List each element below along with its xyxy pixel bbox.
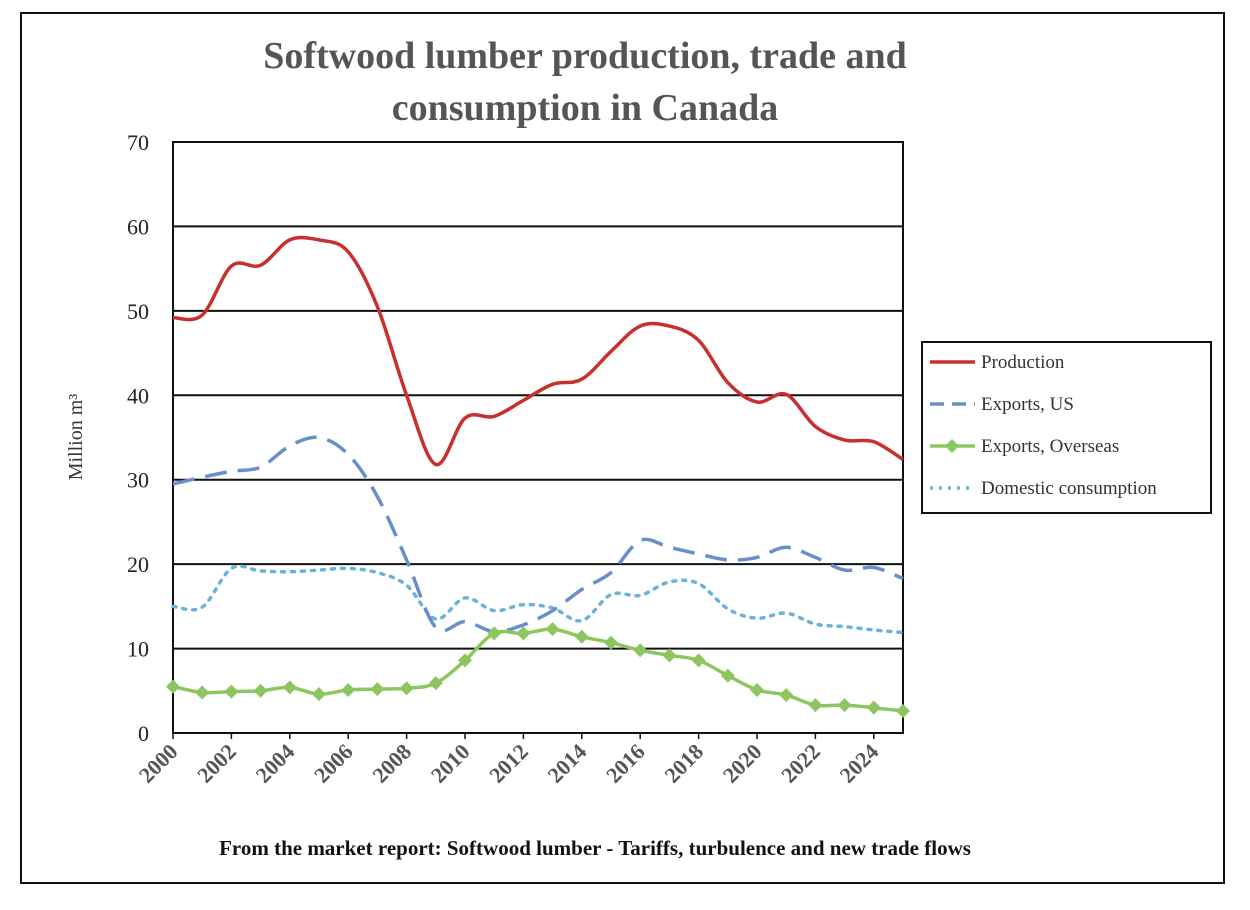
gridlines bbox=[173, 141, 903, 734]
x-tick-label: 2012 bbox=[484, 739, 533, 788]
x-tick-label: 2006 bbox=[309, 739, 358, 788]
x-tick-label: 2016 bbox=[601, 739, 650, 788]
y-tick-label: 50 bbox=[127, 299, 149, 324]
data-point-marker bbox=[516, 626, 531, 641]
y-tick-label: 60 bbox=[127, 214, 149, 239]
data-point-marker bbox=[720, 668, 735, 683]
series-line bbox=[172, 235, 904, 467]
y-tick-label: 40 bbox=[127, 383, 149, 408]
legend-label: Domestic consumption bbox=[981, 478, 1157, 499]
chart-title: Softwood lumber production, trade and co… bbox=[80, 30, 1090, 134]
x-tick-label: 2022 bbox=[776, 739, 825, 788]
x-tick-label: 2024 bbox=[835, 739, 884, 788]
x-tick-label: 2014 bbox=[543, 739, 592, 788]
data-point-marker bbox=[837, 698, 852, 713]
y-axis-label: Million m³ bbox=[65, 394, 87, 481]
plot-area bbox=[172, 141, 904, 734]
data-point-marker bbox=[691, 653, 706, 668]
data-point-marker bbox=[866, 700, 881, 715]
x-tick-label: 2002 bbox=[192, 739, 241, 788]
data-point-marker bbox=[633, 643, 648, 658]
series-layer bbox=[166, 235, 910, 719]
data-point-marker bbox=[224, 684, 239, 699]
data-point-marker bbox=[750, 682, 764, 697]
x-axis: 2000 2002 2004 2006 2008 2010 2012 2014 2016 2018… bbox=[134, 733, 884, 788]
data-point-marker bbox=[574, 629, 589, 644]
data-point-marker bbox=[779, 688, 794, 703]
x-tick-label: 2008 bbox=[367, 739, 416, 788]
data-point-marker bbox=[428, 676, 443, 691]
legend-label: Exports, Overseas bbox=[981, 436, 1119, 457]
data-point-marker bbox=[896, 704, 910, 719]
y-tick-label: 20 bbox=[127, 552, 149, 577]
data-point-marker bbox=[458, 653, 472, 668]
x-tick-label: 2000 bbox=[134, 739, 183, 788]
x-tick-label: 2018 bbox=[659, 739, 708, 788]
series-line bbox=[172, 627, 904, 713]
data-point-marker bbox=[808, 698, 823, 713]
data-point-marker bbox=[662, 648, 677, 663]
chart-title-line-2: consumption in Canada bbox=[391, 87, 779, 129]
legend-box bbox=[921, 341, 1212, 514]
data-point-marker bbox=[399, 681, 414, 696]
data-point-marker bbox=[545, 622, 560, 637]
data-point-marker bbox=[487, 626, 502, 641]
data-point-marker bbox=[253, 683, 268, 698]
source-caption: From the market report: Softwood lumber … bbox=[219, 836, 971, 860]
y-tick-label: 30 bbox=[127, 468, 149, 493]
legend: Production Exports, US Exports, Overseas Do… bbox=[921, 341, 1212, 514]
data-point-marker bbox=[195, 685, 210, 700]
series-line bbox=[172, 435, 904, 634]
data-point-marker bbox=[604, 635, 618, 650]
y-tick-label: 70 bbox=[127, 130, 149, 155]
y-tick-label: 0 bbox=[138, 721, 149, 746]
data-point-marker bbox=[341, 682, 356, 697]
y-axis: 0 10 20 30 40 50 60 70 bbox=[127, 130, 149, 746]
series-line bbox=[171, 564, 905, 635]
x-tick-label: 2020 bbox=[718, 739, 767, 788]
legend-label: Exports, US bbox=[981, 394, 1074, 415]
data-point-marker bbox=[370, 682, 385, 697]
x-tick-label: 2004 bbox=[251, 739, 300, 788]
y-tick-label: 10 bbox=[127, 637, 149, 662]
data-point-marker bbox=[166, 679, 180, 694]
x-tick-label: 2010 bbox=[426, 739, 475, 788]
data-point-marker bbox=[282, 680, 297, 695]
legend-marker bbox=[945, 439, 959, 453]
data-point-marker bbox=[312, 687, 326, 702]
chart-title-line-1: Softwood lumber production, trade and bbox=[263, 35, 907, 77]
legend-label: Production bbox=[981, 352, 1065, 373]
